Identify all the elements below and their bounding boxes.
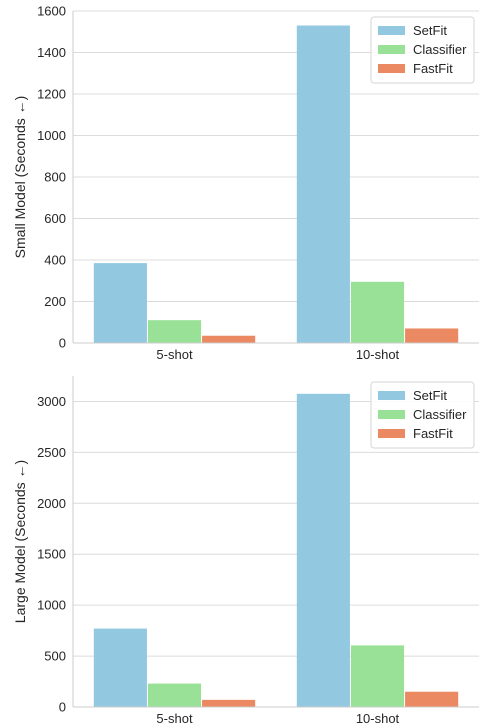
y-tick-label: 3000 bbox=[37, 394, 66, 409]
chart-panel-1: 0 200 400 600 800 1000 1200 1400 1600 5-shot 10-sh… bbox=[12, 4, 479, 362]
bar-setfit-10-shot bbox=[296, 393, 350, 707]
y-tick-label: 400 bbox=[44, 253, 66, 268]
legend-swatch-classifier bbox=[378, 45, 405, 54]
y-tick-label: 800 bbox=[44, 170, 66, 185]
legend-swatch-fastfit bbox=[378, 64, 405, 73]
y-axis-label: Small Model (Seconds ←) bbox=[12, 96, 28, 259]
bar-classifier-5-shot bbox=[147, 683, 202, 707]
legend-label-setfit: SetFit bbox=[413, 23, 447, 38]
y-tick-label: 1400 bbox=[37, 45, 66, 60]
legend-label-fastfit: FastFit bbox=[413, 426, 453, 441]
x-tick-label: 5-shot bbox=[156, 711, 193, 726]
legend-label-classifier: Classifier bbox=[413, 42, 467, 57]
y-tick-label: 1000 bbox=[37, 128, 66, 143]
legend: SetFit Classifier FastFit bbox=[370, 381, 475, 449]
legend-label-setfit: SetFit bbox=[413, 388, 447, 403]
y-tick-label: 1000 bbox=[37, 598, 66, 613]
y-tick-label: 2500 bbox=[37, 445, 66, 460]
bar-fastfit-10-shot bbox=[405, 691, 459, 707]
bar-fastfit-5-shot bbox=[202, 699, 256, 707]
y-tick-label: 600 bbox=[44, 211, 66, 226]
x-tick-label: 10-shot bbox=[356, 347, 400, 362]
y-axis-label: Large Model (Seconds ←) bbox=[12, 460, 28, 623]
y-tick-label: 200 bbox=[44, 294, 66, 309]
bar-classifier-10-shot bbox=[350, 281, 405, 343]
legend-label-fastfit: FastFit bbox=[413, 61, 453, 76]
y-tick-label: 0 bbox=[59, 336, 66, 351]
bar-fastfit-10-shot bbox=[405, 328, 459, 343]
legend: SetFit Classifier FastFit bbox=[370, 16, 475, 84]
chart-panel-2: 0 500 1000 1500 2000 2500 3000 5-shot 10-shot Lar… bbox=[12, 376, 479, 726]
legend-label-classifier: Classifier bbox=[413, 407, 467, 422]
y-tick-label: 1600 bbox=[37, 4, 66, 19]
bar-setfit-5-shot bbox=[93, 628, 147, 707]
y-tick-label: 1200 bbox=[37, 87, 66, 102]
x-tick-label: 5-shot bbox=[156, 347, 193, 362]
bar-fastfit-5-shot bbox=[202, 335, 256, 343]
bar-setfit-5-shot bbox=[93, 263, 147, 343]
y-tick-label: 500 bbox=[44, 649, 66, 664]
y-tick-label: 1500 bbox=[37, 547, 66, 562]
y-tick-label: 2000 bbox=[37, 496, 66, 511]
legend-swatch-setfit bbox=[378, 26, 405, 35]
bar-setfit-10-shot bbox=[296, 25, 350, 344]
legend-swatch-fastfit bbox=[378, 429, 405, 438]
bar-classifier-10-shot bbox=[350, 645, 405, 707]
legend-swatch-classifier bbox=[378, 410, 405, 419]
x-tick-label: 10-shot bbox=[356, 711, 400, 726]
bar-classifier-5-shot bbox=[147, 320, 202, 343]
y-tick-label: 0 bbox=[59, 700, 66, 715]
legend-swatch-setfit bbox=[378, 391, 405, 400]
